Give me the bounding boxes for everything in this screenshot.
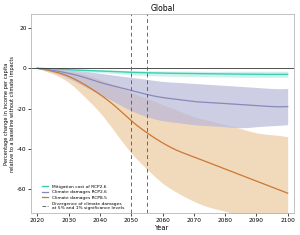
Y-axis label: Percentage change in income per capita
relative to a baseline without climate im: Percentage change in income per capita r… xyxy=(4,56,15,172)
Legend: Mitigation cost of RCP2.6, Climate damages RCP2.6, Climate damages RCP8.5, Diver: Mitigation cost of RCP2.6, Climate damag… xyxy=(41,184,125,211)
Title: Global: Global xyxy=(150,4,175,13)
X-axis label: Year: Year xyxy=(155,225,170,231)
